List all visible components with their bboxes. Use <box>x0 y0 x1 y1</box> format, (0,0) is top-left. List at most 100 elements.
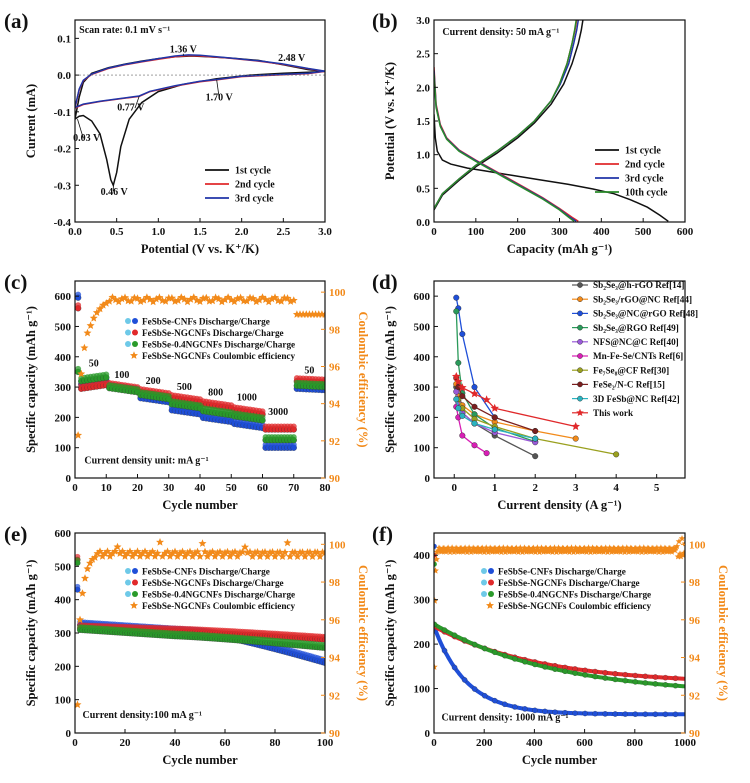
y-axis-label: Specific capacity (mAh g⁻¹) <box>24 306 38 453</box>
y-tick-label: -0.2 <box>54 144 72 156</box>
ce-point <box>451 547 459 554</box>
ce-point <box>488 545 495 552</box>
ce-point <box>286 552 294 560</box>
capacity-point <box>522 659 528 665</box>
y-tick-label: 200 <box>414 412 431 424</box>
ce-point <box>673 543 681 550</box>
ce-point <box>75 700 82 709</box>
capacity-point <box>562 709 568 716</box>
ce-point <box>183 548 192 557</box>
y-tick-label: 0 <box>425 728 431 740</box>
ce-point <box>86 321 95 329</box>
ce-point <box>105 297 114 305</box>
legend-marker <box>488 591 494 597</box>
ce-point <box>678 535 685 542</box>
ce-point <box>242 296 251 305</box>
plot-area-d <box>452 294 620 460</box>
x-tick-label: 40 <box>195 482 207 494</box>
ce-point <box>675 538 683 545</box>
capacity-point <box>632 672 639 679</box>
legend-label: 2nd cycle <box>625 160 665 171</box>
capacity-point <box>322 381 325 388</box>
ce-point <box>564 544 571 551</box>
x-tick-label: 70 <box>288 482 300 494</box>
ce-point <box>271 293 279 301</box>
annotation: 2.48 V <box>278 53 306 64</box>
ce-point <box>161 549 169 557</box>
plot-area-a <box>75 54 325 188</box>
capacity-point <box>642 680 649 686</box>
legend-marker <box>488 579 494 586</box>
ce-point <box>532 548 539 555</box>
capacity-point <box>165 393 172 400</box>
ce-point <box>283 294 292 302</box>
y-tick-label: 600 <box>55 528 72 540</box>
legend-label: FeSbSe-NGCNFs Discharge/Charge <box>142 578 284 588</box>
capacity-point <box>652 674 659 680</box>
capacity-point <box>662 674 669 681</box>
ce-point <box>174 296 183 304</box>
annotation-leader <box>216 79 220 98</box>
capacity-point <box>582 667 588 674</box>
x-tick-label: 600 <box>576 737 593 749</box>
ce-point <box>681 540 685 547</box>
capacity-point <box>612 711 618 717</box>
y-tick-label: 2.5 <box>416 49 430 61</box>
ce-point <box>168 548 177 557</box>
ce-point <box>616 547 623 554</box>
capacity-point <box>672 711 679 718</box>
data-point <box>471 420 478 427</box>
legend-label: FeSbSe-NGCNFs Coulombic efficiency <box>142 351 296 361</box>
ce-point <box>155 293 164 301</box>
ce-point <box>278 552 287 560</box>
y-tick-label: 0.1 <box>57 33 71 45</box>
legend-marker <box>125 329 131 336</box>
ce-point <box>231 547 239 556</box>
x-tick-label: 0 <box>431 226 437 238</box>
ce-point <box>92 308 101 316</box>
x-tick-label: 2.5 <box>276 226 290 238</box>
legend-label: FeSbSe-NGCNFs Coulombic efficiency <box>142 601 296 611</box>
capacity-point <box>642 711 649 717</box>
y2-axis-label: Coulombic efficiency (%) <box>356 565 370 701</box>
series-line <box>434 114 669 222</box>
ce-point <box>186 547 194 556</box>
ce-point <box>462 547 470 554</box>
legend-marker <box>486 601 494 609</box>
ce-point <box>539 545 546 552</box>
legend-label: FeSbSe-NGCNFs Discharge/Charge <box>498 578 640 588</box>
capacity-point <box>471 686 478 692</box>
capacity-point <box>612 671 618 677</box>
annotation: 50 <box>89 358 99 369</box>
legend-label: Sb₂Se₃@RGO Ref[49] <box>593 323 679 333</box>
capacity-point <box>451 664 458 671</box>
series-line <box>434 20 584 211</box>
ce-point <box>662 545 670 552</box>
data-point <box>454 377 463 386</box>
ce-point <box>188 552 197 560</box>
legend-marker <box>132 329 138 336</box>
data-point <box>453 294 460 301</box>
ce-point <box>668 548 676 555</box>
y-tick-label: 2.0 <box>416 82 430 94</box>
ce-point <box>102 299 111 307</box>
capacity-point <box>662 711 669 718</box>
ce-point <box>127 297 136 305</box>
capacity-point <box>632 679 639 685</box>
legend-marker <box>481 591 487 597</box>
annotation: 0.46 V <box>101 187 129 198</box>
x-tick-label: 400 <box>526 737 543 749</box>
capacity-point <box>542 664 548 670</box>
capacity-point <box>322 657 325 663</box>
legend-label: 2nd cycle <box>235 180 275 191</box>
ce-point <box>466 546 474 553</box>
ce-point <box>577 545 584 552</box>
ce-point <box>123 549 132 557</box>
ce-point <box>664 548 672 555</box>
annotation: 100 <box>114 370 129 381</box>
ce-point <box>153 549 162 557</box>
ce-point <box>223 547 232 556</box>
data-point <box>491 426 498 433</box>
ce-point <box>513 544 520 551</box>
y-tick-label: 200 <box>55 661 72 673</box>
